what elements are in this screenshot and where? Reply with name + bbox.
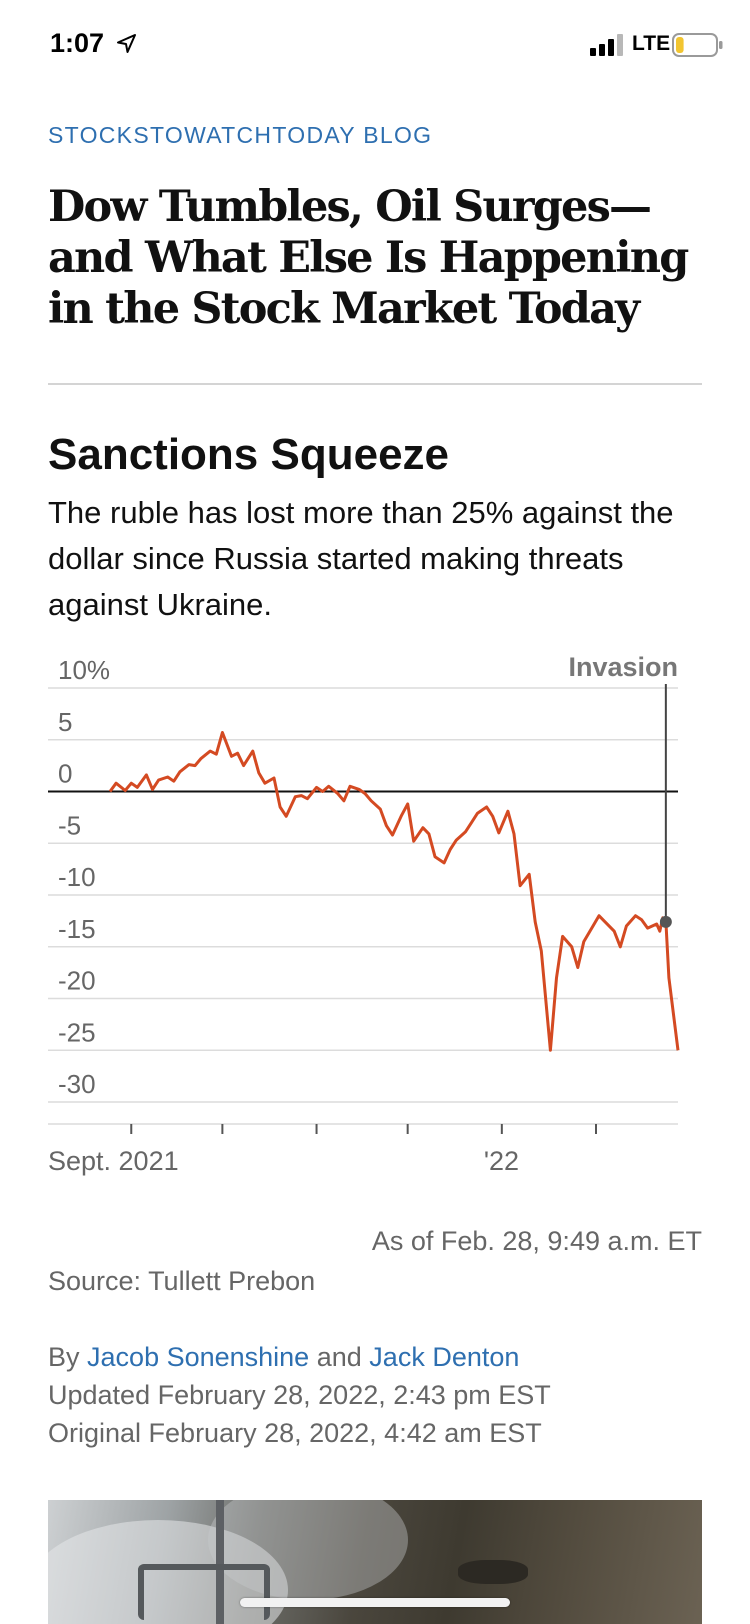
blog-kicker-link[interactable]: STOCKSTOWATCHTODAY BLOG [48,122,433,148]
chart-annotation: Invasion [568,652,678,928]
invasion-label: Invasion [568,652,678,682]
byline: By Jacob Sonenshine and Jack Denton [48,1342,519,1373]
y-tick-label: -20 [58,966,96,996]
updated-timestamp: Updated February 28, 2022, 2:43 pm EST [48,1380,551,1410]
chart-title: Sanctions Squeeze [48,430,450,479]
chart-source-note: Source: Tullett Prebon [48,1266,316,1296]
divider [48,383,702,385]
y-tick-label: 0 [58,759,72,789]
home-indicator[interactable] [240,1598,510,1607]
photo-debris [458,1560,528,1584]
y-tick-label: 10% [58,655,110,685]
original-timestamp: Original February 28, 2022, 4:42 am EST [48,1418,542,1448]
y-tick-label: -30 [58,1069,96,1099]
y-tick-label: -5 [58,810,81,840]
x-tick-label: '22 [484,1146,519,1176]
photo-pole [216,1500,224,1624]
chart-x-axis: Sept. 2021 '22 [48,1123,678,1176]
y-tick-label: -15 [58,914,96,944]
status-bar: 1:07 LTE [0,0,750,90]
ruble-line-chart: 10% 5 0 -5 -10 -15 -20 -25 -30 Sept. 2021 '22 Inv… [48,652,680,1176]
signal-bars-icon [590,34,623,56]
chart-subtitle: The ruble has lost more than 25% against… [48,495,674,622]
photo-wreckage [138,1564,270,1620]
y-tick-label: -10 [58,862,96,892]
author-link-jacob-sonenshine[interactable]: Jacob Sonenshine [87,1342,310,1372]
author-link-jack-denton[interactable]: Jack Denton [369,1342,520,1372]
y-tick-label: -25 [58,1017,96,1047]
photo-smoke [208,1500,408,1600]
location-arrow-icon [117,34,136,53]
chart-y-tick-labels: 10% 5 0 -5 -10 -15 -20 -25 -30 [58,655,110,1099]
chart-series-line [108,731,680,1052]
byline-prefix: By [48,1342,80,1372]
chart-gridlines [48,687,678,1103]
status-time: 1:07 [50,28,105,58]
chart-as-of-note: As of Feb. 28, 9:49 a.m. ET [371,1226,702,1256]
invasion-marker-dot [659,915,672,928]
article-headline: Dow Tumbles, Oil Surges—and What Else Is… [48,182,689,334]
carrier-label: LTE [632,32,671,55]
ruble-series-line [108,731,680,1052]
battery-icon [672,33,723,57]
byline-conjunction: and [316,1342,362,1372]
x-tick-label: Sept. 2021 [48,1146,179,1176]
y-tick-label: 5 [58,707,72,737]
